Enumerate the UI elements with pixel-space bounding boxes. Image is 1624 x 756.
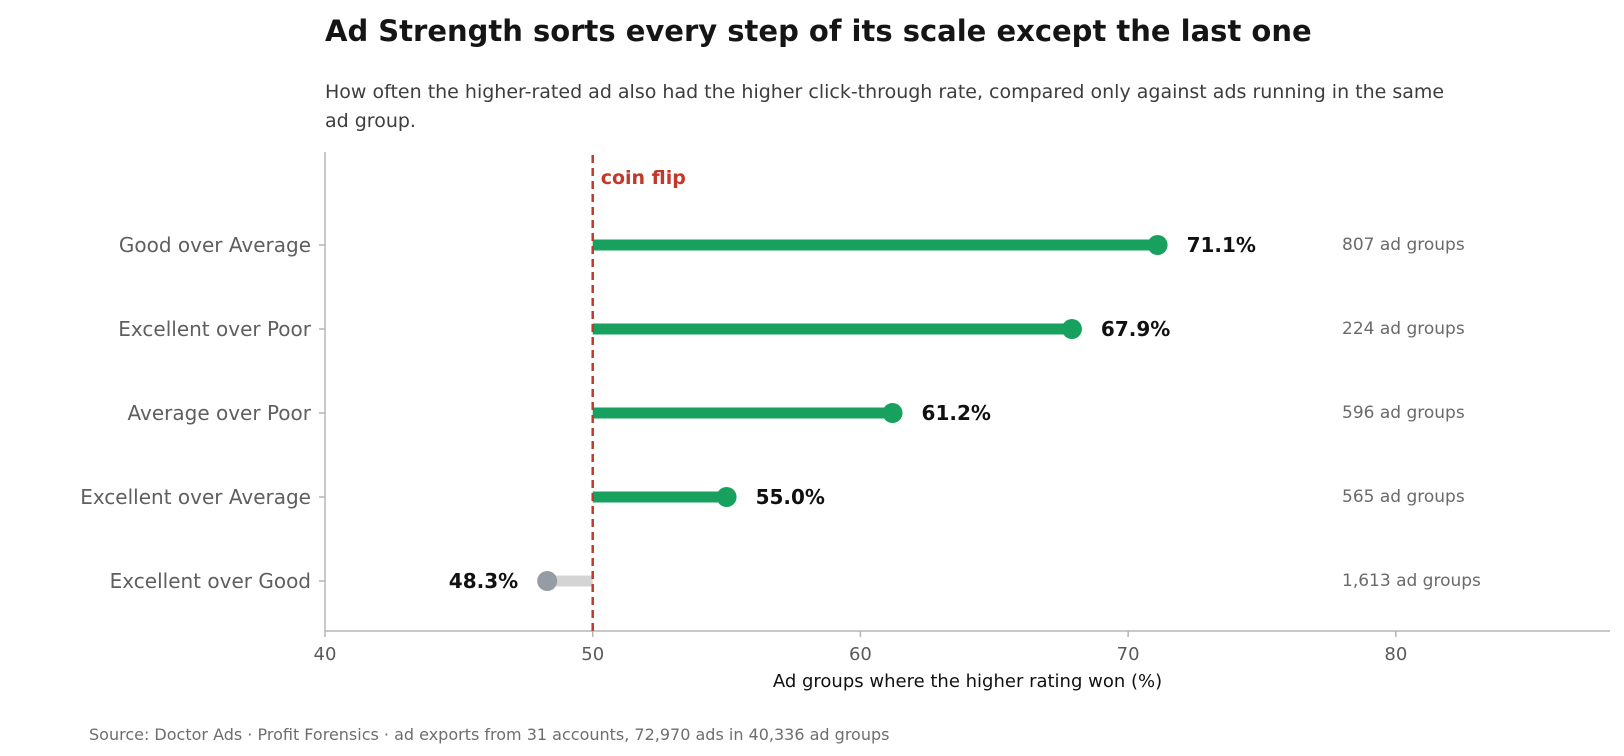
count-label: 565 ad groups bbox=[1342, 487, 1465, 507]
lollipop-dot bbox=[1147, 235, 1168, 255]
count-label: 596 ad groups bbox=[1342, 403, 1465, 423]
x-tick-label: 70 bbox=[1117, 644, 1140, 665]
lollipop-dot bbox=[1061, 319, 1082, 339]
count-label: 807 ad groups bbox=[1342, 235, 1465, 255]
count-label: 224 ad groups bbox=[1342, 319, 1465, 339]
x-axis-title: Ad groups where the higher rating won (%… bbox=[773, 671, 1162, 692]
value-label: 55.0% bbox=[756, 485, 825, 509]
value-label: 67.9% bbox=[1101, 317, 1170, 341]
x-tick-label: 60 bbox=[849, 644, 872, 665]
lollipop-dot bbox=[882, 403, 903, 423]
coin-flip-label: coin flip bbox=[601, 167, 686, 189]
lollipop-dot bbox=[716, 487, 737, 507]
category-label: Excellent over Good bbox=[110, 569, 311, 593]
category-label: Excellent over Average bbox=[80, 485, 311, 509]
category-label: Excellent over Poor bbox=[118, 317, 311, 341]
category-label: Good over Average bbox=[119, 233, 311, 257]
value-label: 61.2% bbox=[922, 401, 991, 425]
chart-title: Ad Strength sorts every step of its scal… bbox=[325, 14, 1312, 48]
source-note: Source: Doctor Ads · Profit Forensics · … bbox=[89, 725, 890, 744]
chart-subtitle: How often the higher-rated ad also had t… bbox=[325, 81, 1445, 132]
value-label: 71.1% bbox=[1187, 233, 1256, 257]
x-tick-label: 80 bbox=[1384, 644, 1407, 665]
category-label: Average over Poor bbox=[128, 401, 312, 425]
x-tick-label: 40 bbox=[314, 644, 337, 665]
lollipop-dot bbox=[537, 571, 558, 591]
count-label: 1,613 ad groups bbox=[1342, 571, 1481, 591]
value-label: 48.3% bbox=[449, 569, 518, 593]
x-tick-label: 50 bbox=[581, 644, 604, 665]
